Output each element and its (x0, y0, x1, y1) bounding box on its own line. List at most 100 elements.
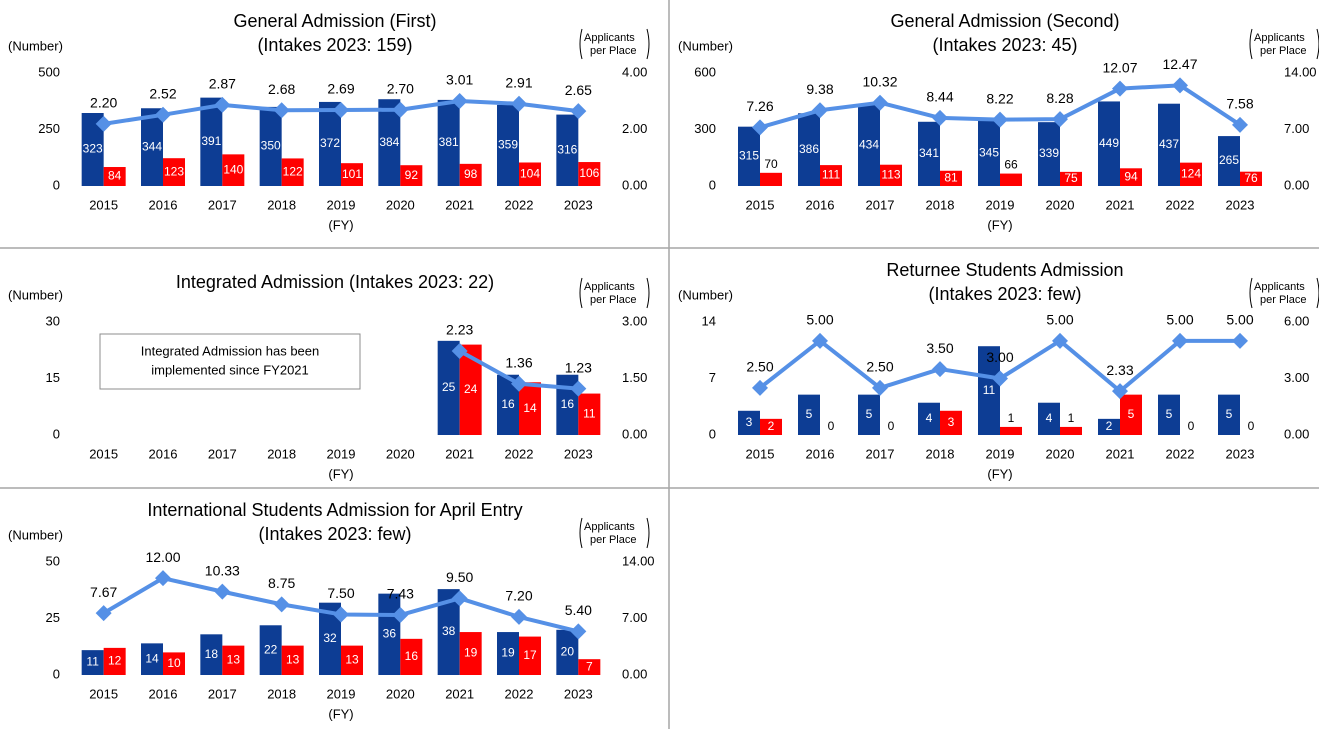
line-marker (570, 380, 587, 397)
y2-tick-label: 0.00 (622, 666, 647, 681)
line-marker (392, 607, 409, 624)
line-marker (992, 370, 1008, 387)
bar (760, 172, 782, 186)
line-value-label: 2.33 (1106, 362, 1133, 378)
line-marker (392, 101, 409, 118)
bar-value-label: 0 (1188, 419, 1195, 433)
bar (1098, 101, 1120, 186)
y-axis-label: (Number) (8, 527, 63, 542)
bracket (646, 277, 650, 309)
y-tick-label: 0 (53, 666, 60, 681)
bar (940, 170, 962, 186)
bar-value-label: 372 (320, 136, 340, 150)
line-marker (273, 596, 290, 613)
y2-tick-label: 2.00 (622, 121, 647, 136)
x-tick-label: 2019 (986, 446, 1015, 461)
x-tick-label: 2022 (505, 446, 534, 461)
y-tick-label: 0 (709, 177, 716, 192)
bar-value-label: 381 (439, 135, 459, 149)
y-tick-label: 600 (694, 64, 716, 79)
bar-value-label: 265 (1219, 153, 1239, 167)
line-value-label: 2.65 (565, 82, 592, 98)
bar-value-label: 19 (501, 646, 515, 660)
line-value-label: 2.50 (866, 359, 893, 375)
bar-value-label: 0 (1248, 419, 1255, 433)
line-value-label: 7.43 (387, 586, 414, 602)
bar (1038, 122, 1060, 186)
bar (1158, 394, 1180, 435)
bar (103, 167, 126, 186)
bar (222, 645, 245, 675)
y2-tick-label: 3.00 (622, 313, 647, 328)
line-marker (752, 379, 768, 396)
bar-value-label: 13 (227, 652, 241, 666)
bar-value-label: 449 (1099, 136, 1119, 150)
x-tick-label: 2017 (866, 446, 895, 461)
bar (163, 652, 185, 675)
y-tick-label: 0 (709, 426, 716, 441)
bar (918, 121, 940, 186)
line-value-label: 10.32 (862, 73, 897, 89)
bar-value-label: 20 (561, 645, 575, 659)
line-marker (214, 583, 231, 600)
line-marker (155, 106, 171, 123)
bar (519, 162, 541, 186)
x-tick-label: 2015 (89, 686, 118, 701)
bar-value-label: 386 (799, 142, 819, 156)
bar-value-label: 5 (866, 407, 873, 421)
bar (1098, 418, 1120, 435)
line-value-label: 5.00 (1046, 312, 1073, 328)
bar (519, 382, 541, 435)
y2-axis-label: per Place (1260, 45, 1306, 57)
bar (200, 97, 223, 186)
bar (556, 114, 579, 186)
bar (341, 645, 363, 675)
line-marker (752, 119, 768, 136)
x-tick-label: 2020 (386, 197, 415, 212)
chart-subtitle: (Intakes 2023: 159) (257, 35, 412, 55)
y-tick-label: 0 (53, 426, 60, 441)
x-tick-label: 2020 (1046, 197, 1075, 212)
line-marker (992, 111, 1008, 128)
bar-value-label: 2 (1106, 419, 1113, 433)
line-marker (155, 570, 171, 587)
y2-axis-label: Applicants (584, 32, 635, 44)
bar-value-label: 113 (881, 168, 900, 182)
x-tick-label: 2021 (1106, 197, 1135, 212)
bar (578, 393, 601, 435)
x-tick-label: 2021 (445, 197, 474, 212)
x-axis-label: (FY) (328, 706, 353, 721)
bar (858, 394, 880, 435)
line-marker (812, 332, 828, 349)
bar (497, 104, 519, 186)
chart-title: International Students Admission for Apr… (147, 500, 522, 520)
line-value-label: 2.52 (149, 86, 176, 102)
x-tick-label: 2015 (89, 446, 118, 461)
y2-tick-label: 0.00 (1284, 426, 1309, 441)
chart-subtitle: (Intakes 2023: few) (258, 524, 411, 544)
x-tick-label: 2022 (1166, 446, 1195, 461)
line-value-label: 2.91 (505, 74, 532, 90)
x-axis-label: (FY) (328, 466, 353, 481)
bar-value-label: 76 (1244, 171, 1258, 185)
bar (1180, 162, 1202, 186)
line-value-label: 5.00 (1226, 312, 1253, 328)
bar (400, 638, 423, 675)
line-marker (1232, 116, 1248, 133)
y-tick-label: 7 (709, 370, 716, 385)
line-marker (872, 94, 888, 111)
bar (200, 634, 223, 675)
bar (978, 346, 1000, 435)
x-axis-label: (FY) (987, 217, 1012, 232)
bar-value-label: 2 (768, 419, 775, 433)
bar-value-label: 7 (586, 659, 593, 673)
line-marker (214, 96, 231, 113)
bar (1060, 426, 1082, 435)
line-marker (812, 102, 828, 119)
bar (519, 636, 541, 675)
bar (556, 629, 579, 675)
bar (81, 113, 104, 186)
x-tick-label: 2019 (327, 446, 356, 461)
bar-value-label: 84 (108, 169, 122, 183)
bar-value-label: 5 (1128, 407, 1135, 421)
